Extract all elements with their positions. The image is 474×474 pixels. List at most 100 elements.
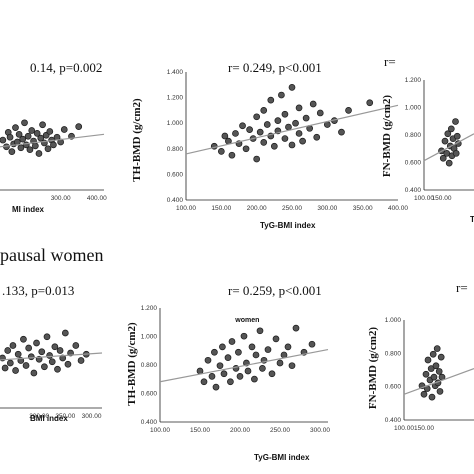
- data-point: [281, 135, 289, 142]
- data-point: [54, 365, 61, 373]
- data-point: [268, 370, 276, 378]
- y-tick-label: 1.000: [141, 334, 158, 341]
- data-point: [313, 133, 321, 141]
- data-point: [228, 151, 236, 159]
- data-point: [424, 356, 432, 364]
- data-point: [272, 335, 280, 343]
- data-point: [25, 344, 33, 352]
- stat-label: 0.14, p=0.002: [30, 60, 102, 75]
- data-point: [274, 117, 282, 124]
- data-point: [366, 99, 374, 107]
- data-point: [259, 365, 266, 372]
- y-tick-label: 0.600: [385, 384, 402, 391]
- data-point: [420, 390, 428, 398]
- data-point: [295, 104, 303, 112]
- data-point: [48, 358, 56, 366]
- panel-inner-title: women: [234, 317, 259, 324]
- data-point: [9, 342, 17, 349]
- y-tick-label: 1.200: [167, 95, 184, 102]
- data-point: [285, 123, 292, 131]
- data-point: [284, 343, 292, 351]
- y-tick-label: 0.400: [405, 187, 422, 194]
- data-point: [345, 107, 352, 114]
- x-tick-label: 150.00: [190, 427, 210, 434]
- data-point: [263, 121, 271, 128]
- section-heading: pausal women: [0, 245, 103, 265]
- x-axis-label: Ty: [470, 215, 474, 224]
- y-axis-label: TH-BMD (g/cm2): [126, 322, 138, 406]
- data-point: [15, 130, 23, 138]
- data-point: [75, 123, 83, 130]
- trend-line: [185, 104, 399, 155]
- data-point: [435, 368, 443, 375]
- x-axis-label: TyG-BMI index: [260, 221, 316, 230]
- trend-line: [0, 133, 105, 148]
- data-point: [281, 110, 289, 118]
- x-tick-label: 200.00: [230, 427, 250, 434]
- data-point: [33, 130, 41, 137]
- data-point: [338, 128, 345, 136]
- data-point: [288, 362, 296, 370]
- stat-label: r= 0.259, p<0.001: [228, 283, 322, 298]
- data-point: [24, 132, 32, 140]
- y-tick-label: 1.000: [167, 120, 184, 127]
- data-point: [235, 348, 242, 356]
- data-point: [59, 354, 67, 362]
- data-point: [239, 122, 246, 130]
- data-point: [264, 346, 272, 353]
- y-tick-label: 1.200: [405, 77, 422, 84]
- data-point: [56, 347, 64, 354]
- data-point: [439, 154, 447, 162]
- data-point: [21, 119, 28, 127]
- data-point: [253, 113, 261, 121]
- data-point: [232, 130, 239, 137]
- data-point: [22, 362, 30, 369]
- data-point: [14, 350, 22, 358]
- y-tick-label: 0.800: [405, 132, 422, 139]
- data-point: [17, 144, 25, 152]
- data-point: [211, 348, 218, 356]
- x-tick-label: 250.00: [270, 427, 290, 434]
- y-tick-label: 0.800: [141, 362, 158, 369]
- y-tick-label: 1.400: [167, 69, 184, 76]
- data-point: [270, 142, 278, 150]
- data-point: [46, 352, 53, 359]
- data-point: [295, 130, 303, 137]
- data-point: [8, 148, 16, 155]
- data-point: [61, 329, 69, 337]
- data-point: [20, 335, 27, 343]
- data-point: [208, 373, 216, 380]
- data-point: [288, 141, 296, 149]
- data-point: [30, 369, 38, 377]
- data-point: [216, 362, 224, 370]
- data-point: [428, 393, 436, 401]
- y-tick-label: 1.000: [385, 317, 402, 324]
- stat-label: r=: [384, 54, 396, 69]
- data-point: [278, 91, 285, 99]
- stat-label: r=: [456, 280, 468, 295]
- data-point: [256, 327, 264, 335]
- y-tick-label: 0.600: [167, 171, 184, 178]
- data-point: [33, 339, 40, 347]
- data-point: [37, 134, 45, 142]
- x-tick-label: 200.00: [29, 413, 49, 420]
- y-tick-label: 0.400: [385, 417, 402, 424]
- x-tick-label: 300.00: [317, 205, 337, 212]
- data-point: [0, 136, 7, 144]
- data-point: [64, 360, 72, 368]
- x-tick-label: 150.00: [432, 195, 452, 202]
- data-point: [437, 353, 445, 361]
- trend-line: [159, 348, 329, 383]
- data-point: [12, 124, 19, 131]
- x-tick-label: 100.00: [414, 195, 434, 202]
- x-tick-label: 100.00: [150, 427, 170, 434]
- data-point: [244, 367, 252, 375]
- x-axis-label: MI index: [12, 205, 45, 214]
- y-tick-label: 1.200: [141, 305, 158, 312]
- data-point: [251, 375, 258, 383]
- x-tick-label: 100.00: [394, 425, 414, 432]
